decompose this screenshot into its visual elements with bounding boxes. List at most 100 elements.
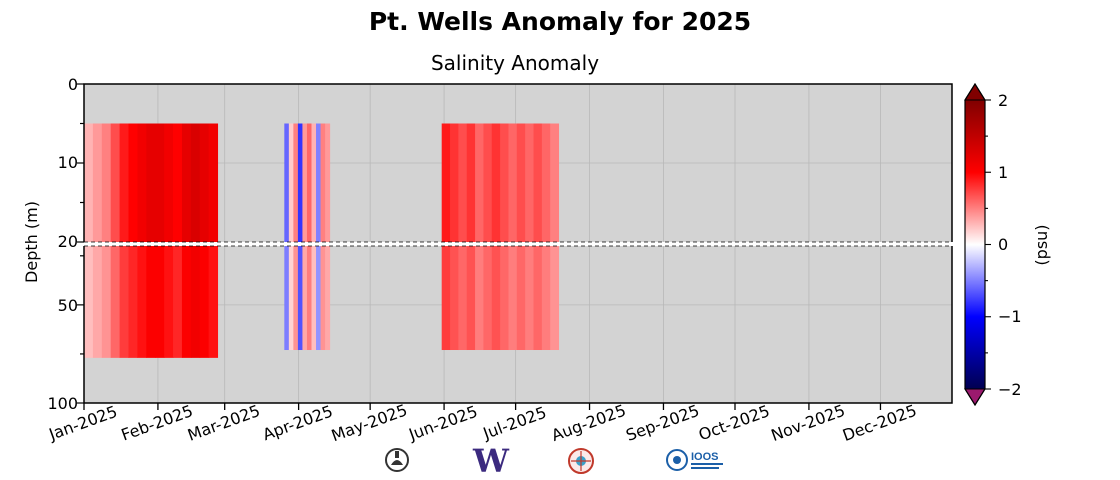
heatmap-cell-upper — [516, 123, 526, 242]
heatmap-cell-lower — [500, 246, 509, 351]
colorbar: 2 1 0 −1 −2 (psu) — [964, 82, 1051, 407]
heatmap-cell-lower — [450, 246, 459, 351]
heatmap-cell-upper — [320, 123, 326, 242]
heatmap-cell-upper — [491, 123, 501, 242]
heatmap-cell-lower — [541, 246, 551, 351]
heatmap-cell-upper — [199, 123, 210, 242]
nanoos-logo — [385, 448, 409, 472]
heatmap-cell-lower — [155, 246, 165, 358]
heatmap-cell-upper — [297, 123, 303, 242]
heatmap-cell-lower — [164, 246, 174, 358]
colorbar-max-extension — [964, 83, 986, 101]
heatmap-cell-upper — [92, 123, 103, 242]
colorbar-label: (psu) — [1032, 224, 1051, 265]
chart-title: Pt. Wells Anomaly for 2025 — [369, 7, 751, 36]
heatmap-cell-upper — [458, 123, 468, 242]
uw-logo: W — [472, 442, 510, 480]
heatmap-cell-lower — [483, 246, 493, 351]
heatmap-cell-upper — [325, 123, 331, 242]
x-tick-label: Feb-2025 — [119, 401, 196, 444]
uw-logo-mark: W — [472, 442, 510, 480]
x-tick-label: Dec-2025 — [840, 401, 919, 445]
heatmap-cell-lower — [181, 246, 192, 358]
x-tick-label: Oct-2025 — [696, 401, 772, 444]
x-tick-label: Apr-2025 — [260, 401, 335, 444]
heatmap-cell-upper — [164, 123, 174, 242]
chart-subtitle: Salinity Anomaly — [431, 51, 599, 75]
heatmap-cell-upper — [483, 123, 493, 242]
colorbar-min-extension — [964, 388, 986, 406]
heatmap-cell-lower — [288, 246, 294, 351]
heatmap-cell-lower — [110, 246, 121, 358]
heatmap-cell-upper — [146, 123, 156, 242]
lower-panel-frame — [83, 246, 953, 404]
x-tick-label: Sep-2025 — [623, 401, 702, 445]
x-tick-labels: Jan-2025Feb-2025Mar-2025Apr-2025May-2025… — [45, 400, 919, 445]
heatmap-cell-lower — [92, 246, 103, 358]
heatmap-cell-upper — [190, 123, 201, 242]
heatmap-cell-lower — [137, 246, 147, 358]
heatmap-cell-upper — [137, 123, 147, 242]
heatmap-cell-upper — [311, 123, 317, 242]
heatmap-cell-upper — [181, 123, 192, 242]
heatmap-cell-lower — [550, 246, 560, 351]
heatmap-cell-lower — [293, 246, 299, 351]
heatmap-cell-lower — [302, 246, 308, 351]
heatmap-cell-lower — [146, 246, 156, 358]
heatmap-cell-upper — [101, 123, 112, 242]
heatmap-cell-upper — [208, 123, 219, 242]
colorbar-ticks — [985, 99, 991, 390]
heatmap-cell-upper — [450, 123, 459, 242]
heatmap-cell-lower — [208, 246, 219, 358]
heatmap-cell-lower — [325, 246, 331, 351]
heatmap-cell-lower — [190, 246, 201, 358]
heatmap-cell-lower — [320, 246, 326, 351]
x-tick-label: Aug-2025 — [549, 401, 629, 445]
y-tick-label-0: 0 — [68, 75, 78, 94]
heatmap-cell-lower — [466, 246, 476, 351]
x-tick-label: Jun-2025 — [405, 402, 480, 445]
heatmap-cell-upper — [128, 123, 138, 242]
heatmap-cell-upper — [475, 123, 484, 242]
axis-ticks — [77, 83, 882, 410]
ioos-logo-text: IOOS — [691, 451, 719, 463]
heatmap-cell-lower — [101, 246, 112, 358]
heatmap-cell-lower — [316, 246, 322, 351]
heatmap-cell-lower — [84, 246, 94, 358]
partner-logo — [568, 448, 594, 474]
heatmap-cell-lower — [458, 246, 468, 351]
heatmap-cell-lower — [525, 246, 534, 351]
x-tick-label: Mar-2025 — [185, 401, 263, 445]
ioos-logo: IOOS — [666, 449, 723, 471]
colorbar-tick-label-neg2: −2 — [998, 380, 1022, 399]
heatmap-cell-upper — [316, 123, 322, 242]
heatmap-cell-upper — [155, 123, 165, 242]
y-tick-label-100: 100 — [47, 394, 78, 413]
heatmap-cell-upper — [500, 123, 509, 242]
heatmap-cell-lower — [284, 246, 290, 351]
heatmap-cell-upper — [284, 123, 290, 242]
heatmap-cell-upper — [466, 123, 476, 242]
upper-heatmap — [84, 123, 560, 242]
y-axis-label: Depth (m) — [22, 201, 41, 283]
heatmap-cell-upper — [508, 123, 518, 242]
heatmap-cell-lower — [199, 246, 210, 358]
heatmap-cell-lower — [533, 246, 543, 351]
heatmap-cell-upper — [293, 123, 299, 242]
x-tick-label: Jul-2025 — [480, 403, 549, 444]
heatmap-cell-lower — [128, 246, 138, 358]
lower-heatmap — [84, 246, 560, 358]
heatmap-cell-lower — [441, 246, 451, 351]
heatmap-cell-upper — [306, 123, 312, 242]
colorbar-tick-label-2: 2 — [998, 91, 1008, 110]
heatmap-cell-upper — [533, 123, 543, 242]
heatmap-cell-lower — [516, 246, 526, 351]
heatmap-cell-lower — [508, 246, 518, 351]
heatmap-cell-lower — [491, 246, 501, 351]
colorbar-tick-label-neg1: −1 — [998, 307, 1022, 326]
heatmap-cell-upper — [302, 123, 308, 242]
colorbar-tick-label-0: 0 — [998, 235, 1008, 254]
heatmap-cell-upper — [525, 123, 534, 242]
y-tick-label-20: 20 — [58, 232, 78, 251]
